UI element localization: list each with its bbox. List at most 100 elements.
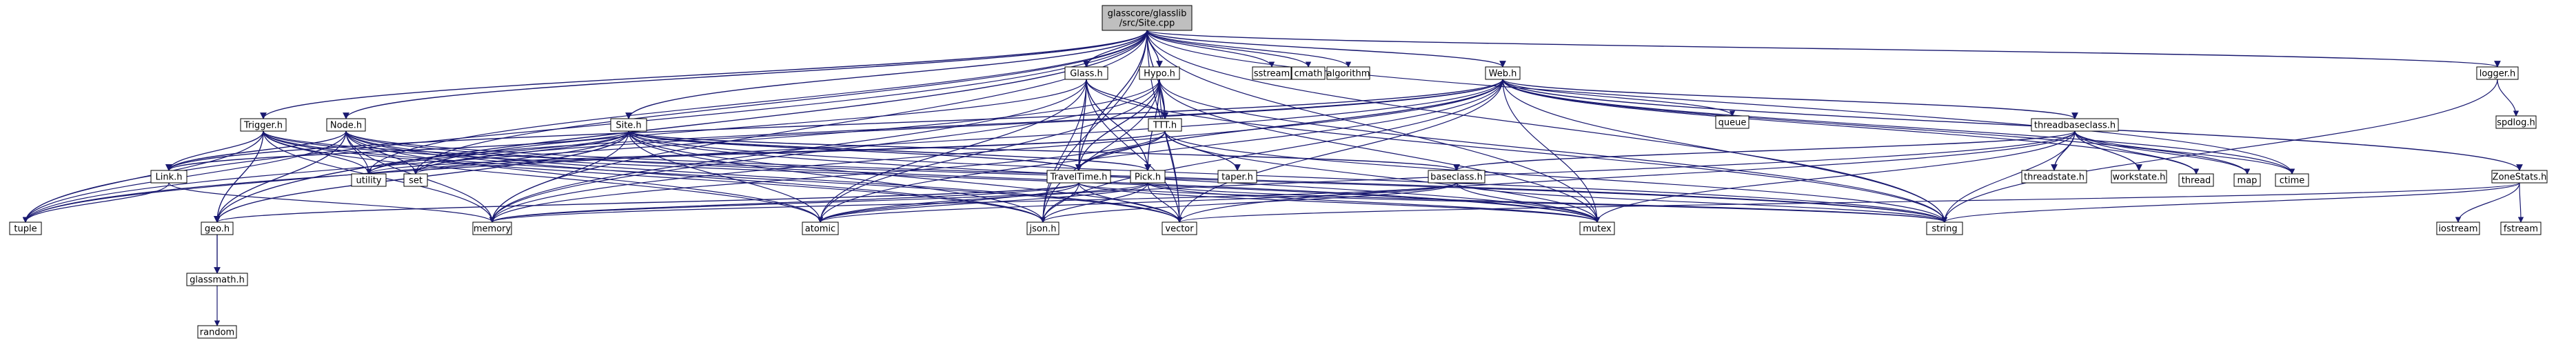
edge-node-to-geo [214, 130, 347, 223]
node-box [1252, 66, 1292, 80]
edge-tbase-to-base [1453, 130, 2076, 171]
edge-site-to-base [628, 130, 1460, 171]
edge-base-to-string [1456, 182, 1947, 223]
node-web[interactable]: Web.h [1485, 66, 1521, 80]
node-label: Pick.h [1135, 172, 1161, 183]
edge-web-to-tuple [22, 79, 1503, 223]
node-box [1026, 221, 1059, 235]
node-fstream[interactable]: fstream [2500, 221, 2542, 235]
edge-pick-to-string [1147, 182, 1947, 223]
node-box [2178, 173, 2214, 187]
node-travel[interactable]: TravelTime.h [1046, 170, 1111, 184]
edge-site-to-set [412, 130, 629, 175]
node-geo[interactable]: geo.h [201, 221, 234, 235]
edge-hypo-to-travel [1075, 79, 1160, 171]
edge-trigger-to-link [165, 130, 264, 171]
node-wstate[interactable]: workstate.h [2111, 170, 2167, 184]
node-link[interactable]: Link.h [150, 170, 187, 184]
node-label: glassmath.h [190, 275, 245, 286]
node-box [1064, 66, 1108, 80]
node-label: tuple [14, 224, 37, 235]
edge-tbase-to-wstate [2074, 130, 2142, 171]
node-cmath[interactable]: cmath [1291, 66, 1326, 80]
node-spdlog[interactable]: spdlog.h [2495, 115, 2537, 129]
edge-site-to-mutex [628, 130, 1601, 223]
node-string[interactable]: string [1926, 221, 1963, 235]
node-box [2500, 221, 2542, 235]
node-box [802, 221, 839, 235]
edge-node-to-link [165, 130, 347, 171]
edge-web-to-link [165, 79, 1503, 171]
edge-site-to-utility [365, 130, 629, 175]
node-gmath[interactable]: glassmath.h [186, 273, 248, 286]
edge-ttt-to-taper [1164, 130, 1241, 171]
node-tbase[interactable]: threadbaseclass.h [2031, 118, 2119, 132]
edge-web-to-travel [1075, 79, 1503, 171]
node-box [1926, 221, 1963, 235]
edge-root-to-trigger [260, 30, 1148, 119]
edge-travel-to-geo [214, 182, 1079, 223]
edge-web-to-string [1502, 79, 1948, 223]
node-layer: glasscore/glasslib/src/Site.cpp Glass.h Hy… [9, 5, 2548, 339]
node-box [150, 170, 187, 184]
node-label: iostream [2438, 224, 2477, 235]
edge-root-to-string [1146, 30, 1948, 223]
node-label: Hypo.h [1144, 69, 1175, 79]
node-iostream[interactable]: iostream [2436, 221, 2480, 235]
node-sstream[interactable]: sstream [1252, 66, 1292, 80]
edge-site-to-pick [628, 130, 1151, 171]
node-site[interactable]: Site.h [610, 118, 647, 132]
edge-web-to-ctime [1502, 79, 2295, 175]
node-label: Trigger.h [243, 121, 283, 131]
edge-node-to-mutex [345, 130, 1600, 223]
node-box [186, 273, 248, 286]
node-ttt[interactable]: TTT.h [1148, 118, 1182, 132]
edge-tbase-to-mutex [1594, 130, 2076, 223]
node-thread[interactable]: thread [2178, 173, 2214, 187]
edge-hypo-to-string [1159, 79, 1948, 223]
node-memory[interactable]: memory [472, 221, 512, 235]
node-glass[interactable]: Glass.h [1064, 66, 1108, 80]
node-algo[interactable]: algorithm [1326, 66, 1370, 80]
node-set[interactable]: set [403, 173, 428, 187]
edge-zone-to-string [1942, 182, 2520, 223]
node-base[interactable]: baseclass.h [1428, 170, 1485, 184]
node-label: ZoneStats.h [2493, 172, 2547, 183]
edge-web-to-zone [1502, 79, 2523, 171]
node-label: string [1931, 224, 1957, 235]
node-box [472, 221, 512, 235]
node-taper[interactable]: taper.h [1217, 170, 1257, 184]
edge-node-to-vector [345, 130, 1183, 223]
node-box [201, 221, 234, 235]
node-atomic[interactable]: atomic [802, 221, 839, 235]
node-logger[interactable]: logger.h [2476, 66, 2519, 80]
edge-trigger-to-vector [263, 130, 1183, 223]
node-ctime[interactable]: ctime [2275, 173, 2309, 187]
node-label: Glass.h [1070, 69, 1103, 79]
node-map[interactable]: map [2233, 173, 2261, 187]
node-zone[interactable]: ZoneStats.h [2491, 170, 2548, 184]
node-tuple[interactable]: tuple [9, 221, 42, 235]
node-random[interactable]: random [197, 325, 237, 339]
edge-ttt-to-mutex [1164, 130, 1601, 223]
edge-site-to-string [628, 130, 1947, 223]
node-label: random [200, 328, 234, 338]
node-node[interactable]: Node.h [326, 118, 366, 132]
node-queue[interactable]: queue [1715, 115, 1750, 129]
node-vector[interactable]: vector [1162, 221, 1197, 235]
node-pick[interactable]: Pick.h [1130, 170, 1166, 184]
node-hypo[interactable]: Hypo.h [1139, 66, 1180, 80]
node-trigger[interactable]: Trigger.h [240, 118, 287, 132]
node-label: mutex [1583, 224, 1612, 235]
edge-root-to-algo [1146, 30, 1352, 68]
edge-tbase-to-vector [1176, 130, 2076, 223]
node-tstate[interactable]: threadstate.h [2021, 170, 2087, 184]
node-box [1326, 66, 1370, 80]
node-label: geo.h [205, 224, 230, 235]
edge-web-to-memory [489, 79, 1503, 223]
edge-glass-to-atomic [817, 79, 1087, 223]
node-mutex[interactable]: mutex [1579, 221, 1615, 235]
node-json[interactable]: json.h [1026, 221, 1059, 235]
node-utility[interactable]: utility [351, 173, 387, 187]
